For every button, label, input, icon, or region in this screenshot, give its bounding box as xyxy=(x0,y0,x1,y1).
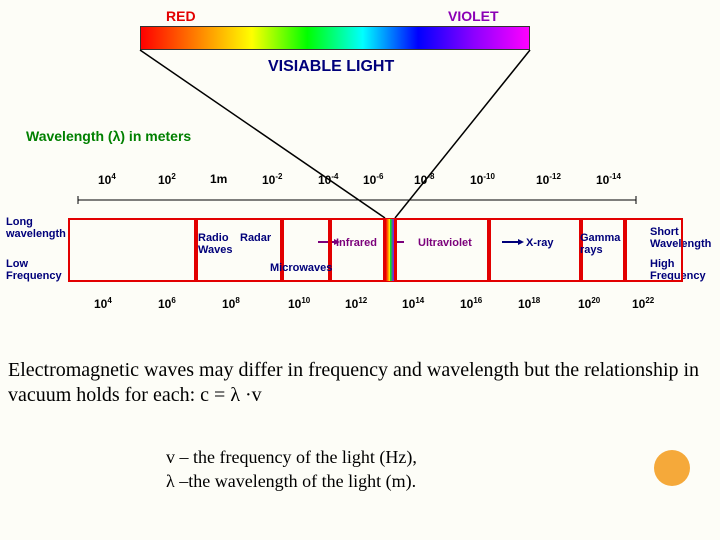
band-box xyxy=(625,218,683,282)
decorative-circle-icon xyxy=(654,450,690,486)
frequency-tick: 1016 xyxy=(460,296,482,311)
frequency-tick: 1012 xyxy=(345,296,367,311)
lambda-definition: λ –the wavelength of the light (m). xyxy=(166,470,416,493)
em-spectrum-diagram: RED VIOLET VISIABLE LIGHT Wavelength (λ)… xyxy=(0,0,720,540)
frequency-tick: 106 xyxy=(158,296,176,311)
violet-label: VIOLET xyxy=(448,8,499,24)
band-label: Infrared xyxy=(336,237,377,249)
frequency-tick: 1022 xyxy=(632,296,654,311)
wavelength-tick: 10-12 xyxy=(536,172,561,187)
frequency-tick: 1018 xyxy=(518,296,540,311)
frequency-tick: 1020 xyxy=(578,296,600,311)
band-label: Radar xyxy=(240,232,271,244)
visible-spectrum-bar xyxy=(140,26,530,50)
low-frequency-label: Low Frequency xyxy=(6,258,62,282)
wavelength-tick: 104 xyxy=(98,172,116,187)
wavelength-tick: 10-8 xyxy=(414,172,434,187)
long-wavelength-label: Long wavelength xyxy=(6,216,66,240)
wavelength-tick: 10-14 xyxy=(596,172,621,187)
frequency-tick: 104 xyxy=(94,296,112,311)
band-label: Radio Waves xyxy=(198,232,238,256)
band-box xyxy=(489,218,581,282)
wavelength-tick: 10-6 xyxy=(363,172,383,187)
wavelength-tick: 10-2 xyxy=(262,172,282,187)
band-label: X-ray xyxy=(526,237,554,249)
wavelength-tick: 10-10 xyxy=(470,172,495,187)
wavelength-tick: 10-4 xyxy=(318,172,338,187)
wavelength-tick: 102 xyxy=(158,172,176,187)
band-box xyxy=(330,218,385,282)
band-box xyxy=(395,218,489,282)
wavelength-caption: Wavelength (λ) in meters xyxy=(26,128,191,144)
band-label: Gamma rays xyxy=(580,232,625,256)
visible-light-label: VISIABLE LIGHT xyxy=(268,58,394,76)
band-box xyxy=(68,218,196,282)
red-label: RED xyxy=(166,8,196,24)
frequency-tick: 1010 xyxy=(288,296,310,311)
nu-definition: v – the frequency of the light (Hz), xyxy=(166,446,417,469)
band-label: Microwaves xyxy=(270,262,332,274)
band-label: Ultraviolet xyxy=(418,237,472,249)
visible-sliver-2 xyxy=(390,219,394,281)
body-paragraph: Electromagnetic waves may differ in freq… xyxy=(8,358,712,408)
frequency-tick: 1014 xyxy=(402,296,424,311)
wavelength-tick: 1m xyxy=(210,172,227,186)
frequency-tick: 108 xyxy=(222,296,240,311)
